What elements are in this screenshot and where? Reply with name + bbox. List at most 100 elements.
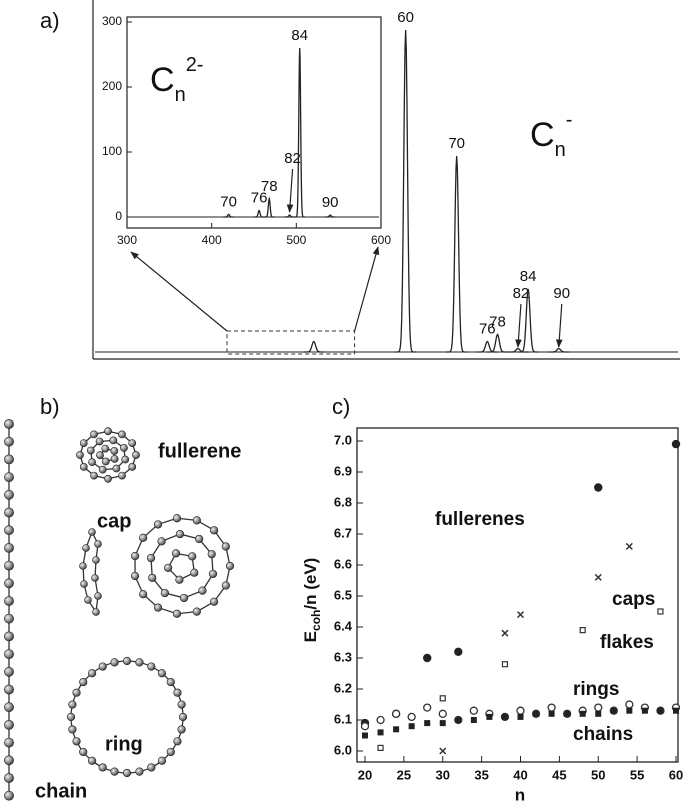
atom bbox=[207, 550, 216, 559]
atom bbox=[76, 451, 84, 459]
atom bbox=[177, 725, 186, 734]
point bbox=[548, 710, 555, 717]
atom bbox=[166, 677, 175, 687]
atom bbox=[208, 569, 218, 579]
atom bbox=[122, 656, 132, 666]
atom bbox=[87, 669, 97, 678]
atom bbox=[4, 507, 14, 518]
peak-label: 76 bbox=[479, 320, 496, 337]
atom bbox=[135, 658, 144, 667]
atom bbox=[120, 443, 128, 452]
atom bbox=[66, 712, 76, 722]
atom bbox=[147, 763, 156, 772]
structure-label: chain bbox=[35, 780, 87, 802]
panel-label: c) bbox=[332, 394, 350, 419]
series-label: chains bbox=[573, 724, 633, 745]
atom bbox=[109, 436, 118, 445]
atom bbox=[110, 454, 119, 463]
atom bbox=[139, 590, 148, 599]
structure-label: fullerene bbox=[158, 440, 241, 462]
atom bbox=[195, 534, 204, 544]
atom bbox=[175, 529, 185, 539]
y-tick-label: 100 bbox=[102, 144, 122, 158]
y-tick-label: 6.8 bbox=[334, 494, 352, 509]
atom bbox=[166, 747, 175, 757]
atom bbox=[172, 514, 182, 523]
y-tick-label: 6.0 bbox=[334, 742, 352, 757]
atom bbox=[4, 613, 14, 624]
atom bbox=[68, 725, 77, 734]
atom bbox=[87, 756, 97, 765]
point bbox=[391, 709, 401, 718]
series-label: rings bbox=[573, 679, 619, 700]
panel-label: b) bbox=[40, 394, 60, 419]
atom bbox=[210, 597, 219, 606]
point bbox=[673, 707, 679, 714]
atom bbox=[79, 462, 88, 471]
atom bbox=[4, 684, 14, 695]
atom bbox=[91, 574, 99, 582]
plot-frame bbox=[356, 427, 679, 763]
atom bbox=[110, 767, 119, 776]
x-tick-label: 600 bbox=[371, 233, 391, 247]
atom bbox=[88, 528, 96, 536]
y-tick-label: 6.2 bbox=[334, 680, 352, 695]
point bbox=[362, 732, 368, 739]
atom bbox=[118, 471, 126, 480]
atom bbox=[101, 444, 110, 453]
atom bbox=[225, 561, 235, 571]
y-tick-label: 300 bbox=[102, 14, 122, 28]
series: chains bbox=[362, 707, 679, 745]
series: fullerenes bbox=[360, 439, 681, 728]
point bbox=[517, 713, 524, 720]
atom bbox=[79, 439, 88, 447]
peak bbox=[294, 47, 305, 218]
ion-sub: n bbox=[175, 84, 186, 106]
atom bbox=[4, 560, 14, 571]
peak bbox=[253, 209, 265, 218]
atom bbox=[157, 756, 167, 765]
atom bbox=[4, 737, 14, 748]
x-tick-label: 45 bbox=[552, 767, 566, 782]
point bbox=[408, 723, 415, 730]
peak-label: 84 bbox=[291, 27, 308, 44]
atom bbox=[4, 755, 14, 766]
atom bbox=[139, 533, 148, 542]
peak bbox=[223, 213, 234, 218]
atom bbox=[148, 573, 157, 582]
atom bbox=[4, 436, 14, 447]
atom bbox=[79, 562, 87, 570]
series: caps bbox=[439, 542, 655, 755]
atom bbox=[98, 465, 107, 474]
y-tick-label: 200 bbox=[102, 79, 122, 93]
point bbox=[641, 707, 648, 714]
peak bbox=[476, 340, 498, 353]
point bbox=[454, 647, 463, 656]
point bbox=[439, 720, 446, 727]
atom bbox=[173, 737, 182, 746]
atom bbox=[128, 462, 137, 471]
y-label-sub: coh bbox=[309, 610, 323, 631]
atom bbox=[153, 520, 163, 529]
atom bbox=[112, 464, 121, 473]
peak bbox=[548, 347, 570, 353]
atom bbox=[146, 553, 156, 563]
atom bbox=[72, 737, 81, 746]
atom bbox=[101, 457, 110, 466]
peak-label: 90 bbox=[553, 285, 570, 302]
atom bbox=[4, 790, 14, 801]
atom bbox=[110, 446, 119, 455]
point bbox=[533, 710, 540, 717]
point bbox=[657, 608, 664, 615]
ion-label: Cn- bbox=[530, 109, 572, 161]
y-tick-label: 6.3 bbox=[334, 649, 352, 664]
peak-label: 78 bbox=[261, 178, 278, 195]
point bbox=[671, 439, 681, 449]
y-tick-label: 6.5 bbox=[334, 587, 352, 602]
point bbox=[516, 611, 525, 619]
peak-label: 60 bbox=[397, 9, 414, 26]
point bbox=[424, 720, 431, 727]
peak-label: 84 bbox=[520, 268, 537, 285]
